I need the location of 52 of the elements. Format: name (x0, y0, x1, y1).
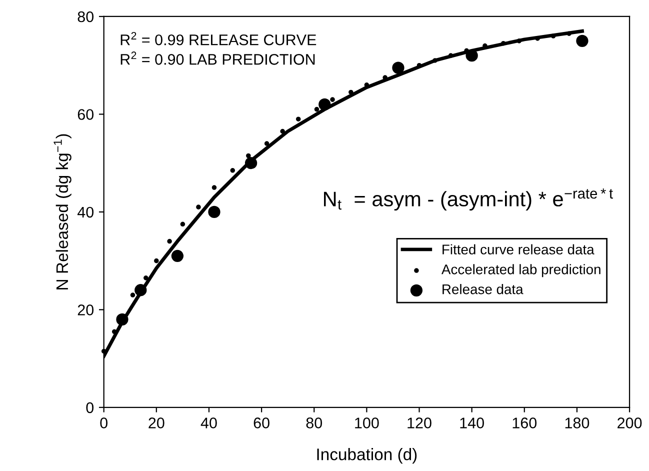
x-tick-label: 40 (200, 418, 217, 428)
x-tick-label: 80 (306, 418, 322, 428)
legend-label: Accelerated lab prediction (441, 264, 600, 278)
point (230, 168, 236, 173)
y-tick-label: 20 (78, 304, 94, 316)
point (154, 258, 159, 264)
point (500, 40, 506, 46)
y-tick-label: 40 (77, 206, 94, 218)
point (130, 292, 136, 298)
point (314, 106, 320, 112)
x-tick-label: 180 (565, 418, 590, 428)
point (392, 62, 404, 74)
point (167, 238, 172, 244)
point (144, 276, 148, 280)
point (432, 58, 438, 63)
point (212, 185, 217, 190)
point (246, 153, 251, 158)
x-tick-label: 140 (460, 418, 484, 428)
point (280, 128, 285, 134)
point (296, 116, 301, 122)
y-tick-label: 0 (86, 402, 94, 414)
point (330, 97, 335, 102)
point (208, 206, 220, 218)
x-tick-label: 160 (512, 418, 537, 428)
x-tick-label: 0 (100, 418, 108, 428)
annotation: R$^{2}$ = 0.90 LAB PREDICTION (120, 52, 315, 65)
x-tick-label: 120 (408, 418, 432, 428)
point (576, 34, 588, 47)
x-tick-label: 60 (254, 418, 270, 428)
x-tick-label: 100 (355, 418, 379, 428)
point (171, 250, 184, 262)
x-axis-title: Incubation (d) (317, 448, 417, 464)
point (196, 204, 201, 210)
point (516, 38, 522, 44)
x-tick-label: 20 (148, 418, 164, 428)
point (264, 141, 270, 146)
point (134, 284, 147, 296)
point (244, 157, 258, 170)
point (318, 98, 331, 111)
annotation: R$^{2}$ = 0.99 RELEASE CURVE (120, 32, 316, 46)
y-tick-label: 80 (78, 11, 94, 22)
point (566, 31, 572, 36)
annotation: N$_{t}$ = asym - (asym-int) * e$^{−rate*t}$ (324, 188, 613, 211)
point (550, 34, 556, 38)
legend-label: Fitted curve release data (442, 244, 594, 254)
point (116, 313, 128, 326)
y-tick-label: 60 (78, 109, 94, 120)
point (348, 90, 354, 95)
x-tick-label: 200 (618, 418, 642, 428)
legend-label: Release data (442, 284, 524, 294)
point (180, 222, 186, 227)
y-axis-title: N Released (dg kg$^{−1}$) (54, 134, 72, 290)
